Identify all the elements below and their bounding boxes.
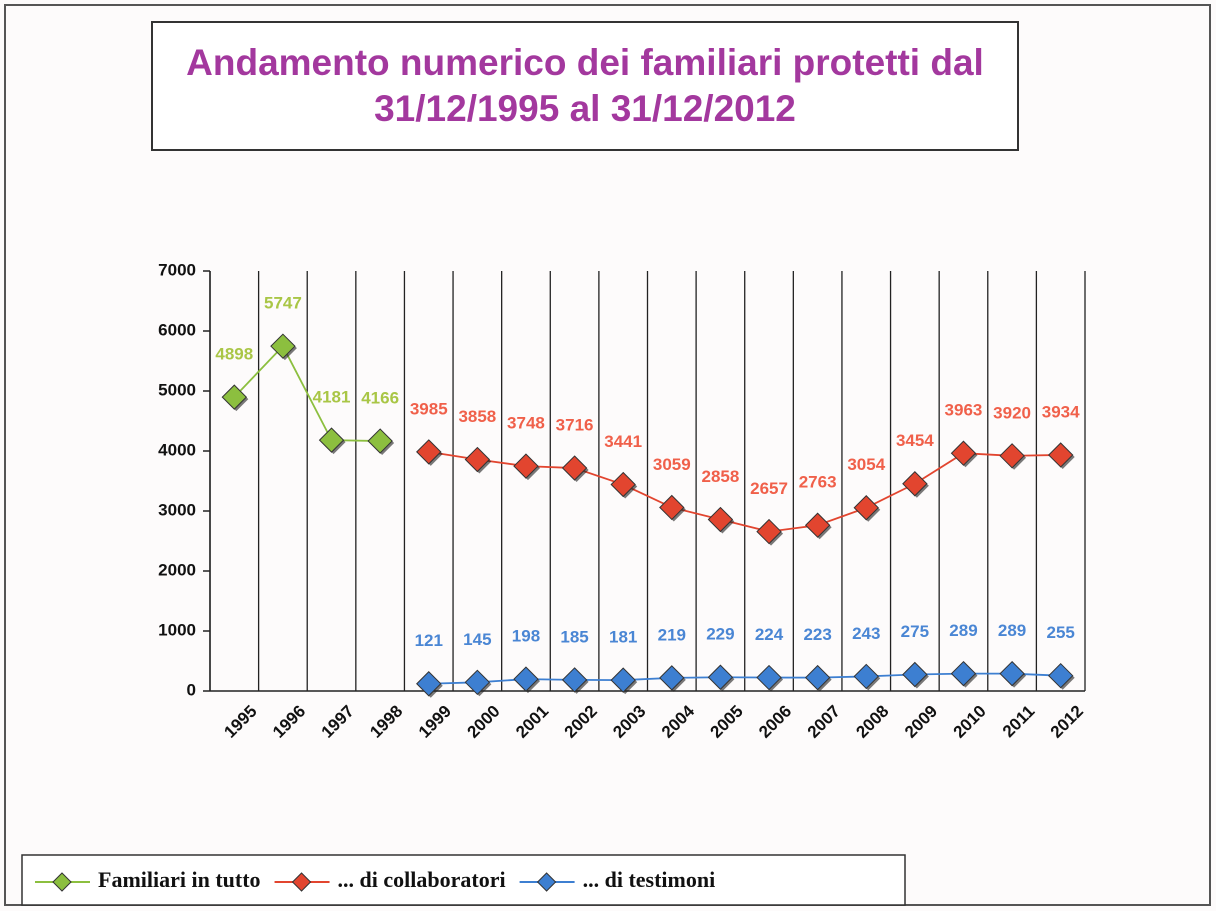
legend-label: ... di collaboratori xyxy=(338,867,506,892)
value-label: 3059 xyxy=(653,455,691,474)
y-tick-label: 4000 xyxy=(158,440,196,459)
value-label: 3985 xyxy=(410,399,448,418)
value-label: 198 xyxy=(512,627,540,646)
value-label: 4181 xyxy=(313,388,351,407)
y-tick-label: 6000 xyxy=(158,320,196,339)
value-label: 2657 xyxy=(750,479,788,498)
y-tick-label: 0 xyxy=(187,680,196,699)
value-label: 3716 xyxy=(556,416,594,435)
value-label: 3858 xyxy=(458,407,496,426)
value-label: 2763 xyxy=(799,473,837,492)
value-label: 4898 xyxy=(215,345,253,364)
legend-label: ... di testimoni xyxy=(583,867,716,892)
value-label: 121 xyxy=(415,631,443,650)
value-label: 289 xyxy=(949,621,977,640)
title-wrap: Andamento numerico dei familiari protett… xyxy=(160,30,1010,142)
value-label: 185 xyxy=(560,627,588,646)
legend-label: Familiari in tutto xyxy=(98,867,261,892)
value-label: 3934 xyxy=(1042,402,1080,421)
value-label: 219 xyxy=(658,625,686,644)
y-tick-label: 3000 xyxy=(158,500,196,519)
value-label: 3963 xyxy=(945,401,983,420)
y-tick-label: 5000 xyxy=(158,380,196,399)
chart: Andamento numerico dei familiari protett… xyxy=(0,0,1216,911)
value-label: 229 xyxy=(706,625,734,644)
value-label: 223 xyxy=(803,625,831,644)
value-label: 3920 xyxy=(993,403,1031,422)
value-label: 3441 xyxy=(604,432,642,451)
value-label: 145 xyxy=(463,630,491,649)
value-label: 224 xyxy=(755,625,784,644)
value-label: 255 xyxy=(1047,623,1075,642)
chart-title: Andamento numerico dei familiari protett… xyxy=(160,30,1010,142)
value-label: 243 xyxy=(852,624,880,643)
y-tick-label: 2000 xyxy=(158,560,196,579)
value-label: 3054 xyxy=(847,455,885,474)
value-label: 289 xyxy=(998,621,1026,640)
value-label: 4166 xyxy=(361,389,399,408)
value-label: 2858 xyxy=(702,467,740,486)
value-label: 3454 xyxy=(896,431,934,450)
value-label: 275 xyxy=(901,622,929,641)
value-label: 5747 xyxy=(264,294,302,313)
value-label: 3748 xyxy=(507,414,545,433)
y-tick-label: 1000 xyxy=(158,620,196,639)
value-label: 181 xyxy=(609,628,637,647)
y-tick-label: 7000 xyxy=(158,260,196,279)
